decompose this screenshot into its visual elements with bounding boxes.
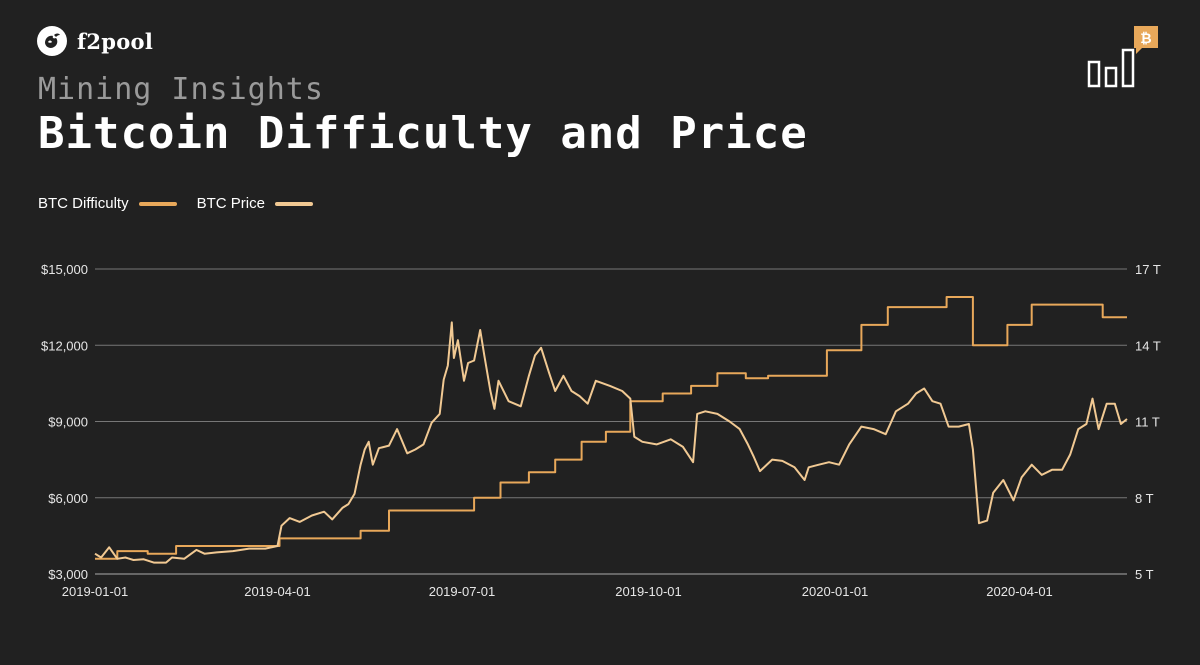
chart-grid	[95, 268, 1127, 575]
series-line-price	[94, 321, 1128, 564]
y-right-tick-label: 17 T	[1135, 262, 1161, 277]
x-tick-label: 2019-07-01	[429, 584, 496, 599]
x-tick-label: 2020-01-01	[802, 584, 869, 599]
f2pool-logo-icon	[37, 26, 67, 56]
x-tick-label: 2019-04-01	[244, 584, 311, 599]
y-right-tick-label: 11 T	[1135, 415, 1160, 430]
chart-series	[94, 296, 1128, 564]
y-right-tick-label: 8 T	[1135, 491, 1154, 506]
y-left-tick-label: $12,000	[41, 338, 88, 353]
page-kicker: Mining Insights	[38, 72, 324, 107]
legend-item-difficulty: BTC Difficulty	[38, 195, 177, 212]
x-tick-label: 2020-04-01	[986, 584, 1053, 599]
y-left-tick-label: $6,000	[48, 491, 88, 506]
chart-legend: BTC Difficulty BTC Price	[38, 195, 333, 212]
series-line-difficulty	[95, 296, 1127, 560]
brand: f2pool	[37, 26, 153, 56]
y-right-tick-label: 5 T	[1135, 567, 1154, 582]
y-left-tick-label: $3,000	[48, 567, 88, 582]
x-tick-label: 2019-10-01	[615, 584, 682, 599]
x-tick-label: 2019-01-01	[62, 584, 129, 599]
bitcoin-chart-icon: ₿	[1086, 24, 1162, 95]
legend-label-difficulty: BTC Difficulty	[38, 195, 129, 212]
y-right-tick-label: 14 T	[1135, 338, 1161, 353]
legend-item-price: BTC Price	[197, 195, 313, 212]
chart-ticks: $3,000 5 T $6,000 8 T $9,000 11 T $12,000 14 T $…	[41, 262, 1161, 599]
brand-name: f2pool	[77, 28, 154, 54]
y-left-tick-label: $9,000	[48, 415, 88, 430]
legend-swatch-difficulty	[138, 201, 177, 206]
legend-label-price: BTC Price	[196, 195, 265, 212]
page-title: Bitcoin Difficulty and Price	[38, 108, 808, 159]
legend-swatch-price	[274, 201, 313, 206]
svg-text:₿: ₿	[1140, 31, 1151, 47]
y-left-tick-label: $15,000	[41, 262, 88, 277]
